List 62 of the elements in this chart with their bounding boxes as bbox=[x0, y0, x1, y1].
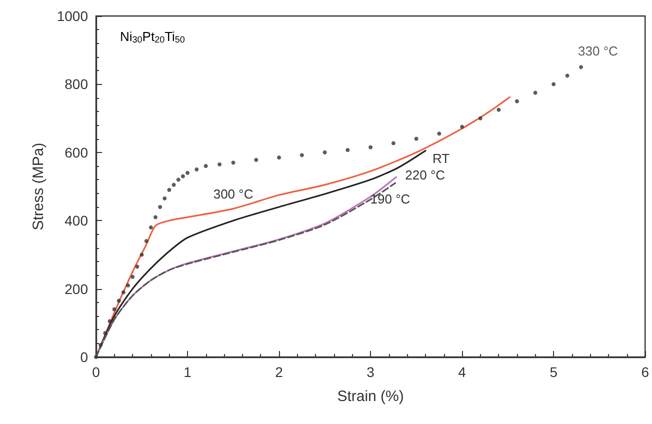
point bbox=[496, 108, 501, 112]
point bbox=[103, 331, 108, 336]
point bbox=[158, 204, 162, 209]
point bbox=[116, 298, 121, 303]
point bbox=[172, 182, 176, 187]
x-tick-label: 5 bbox=[550, 364, 558, 380]
point bbox=[121, 290, 126, 294]
point bbox=[130, 274, 135, 279]
point bbox=[94, 355, 98, 359]
y-axis-title: Stress (MPa) bbox=[30, 142, 47, 230]
point bbox=[368, 145, 373, 150]
point bbox=[300, 153, 304, 158]
y-tick-label: 400 bbox=[64, 212, 88, 229]
x-axis-title: Strain (%) bbox=[337, 388, 404, 405]
point bbox=[180, 174, 185, 178]
x-tick-label: 6 bbox=[641, 364, 650, 380]
point bbox=[194, 167, 199, 172]
point bbox=[144, 239, 148, 244]
x-tick-label: 3 bbox=[366, 364, 375, 380]
point bbox=[204, 164, 208, 168]
series-label: 220 °C bbox=[405, 167, 446, 182]
point bbox=[254, 158, 258, 162]
point bbox=[167, 188, 172, 192]
point bbox=[176, 178, 180, 182]
point bbox=[391, 141, 396, 146]
point bbox=[277, 156, 282, 160]
point bbox=[153, 215, 158, 220]
point bbox=[460, 124, 464, 129]
series-label: 330 °C bbox=[578, 44, 618, 59]
x-tick-label: 4 bbox=[458, 364, 466, 380]
y-tick-label: 0 bbox=[80, 349, 88, 365]
x-tick-label: 1 bbox=[184, 364, 192, 380]
point bbox=[108, 319, 112, 324]
point bbox=[533, 90, 538, 95]
point bbox=[514, 99, 519, 104]
point bbox=[346, 148, 350, 152]
y-tick-label: 800 bbox=[64, 76, 88, 92]
point bbox=[552, 82, 556, 86]
point bbox=[162, 196, 167, 200]
y-tick-label: 200 bbox=[64, 280, 88, 297]
point bbox=[135, 264, 140, 269]
point bbox=[231, 160, 236, 165]
point bbox=[186, 170, 190, 175]
point bbox=[437, 132, 442, 136]
point bbox=[140, 252, 144, 257]
point bbox=[112, 307, 116, 312]
y-tick-label: 600 bbox=[64, 144, 88, 160]
point bbox=[148, 225, 153, 230]
y-tick-label: 1000 bbox=[56, 8, 88, 24]
series-label: 190 °C bbox=[370, 192, 410, 207]
series-label: 300 °C bbox=[213, 186, 254, 202]
series-label: RT bbox=[432, 151, 450, 166]
point bbox=[579, 65, 584, 70]
x-tick-label: 0 bbox=[92, 364, 100, 380]
point bbox=[478, 116, 482, 120]
point bbox=[322, 150, 327, 154]
x-tick-label: 2 bbox=[275, 364, 284, 380]
point bbox=[126, 283, 130, 288]
point bbox=[218, 162, 222, 166]
point bbox=[414, 136, 418, 141]
point bbox=[98, 343, 103, 348]
point bbox=[565, 74, 570, 78]
